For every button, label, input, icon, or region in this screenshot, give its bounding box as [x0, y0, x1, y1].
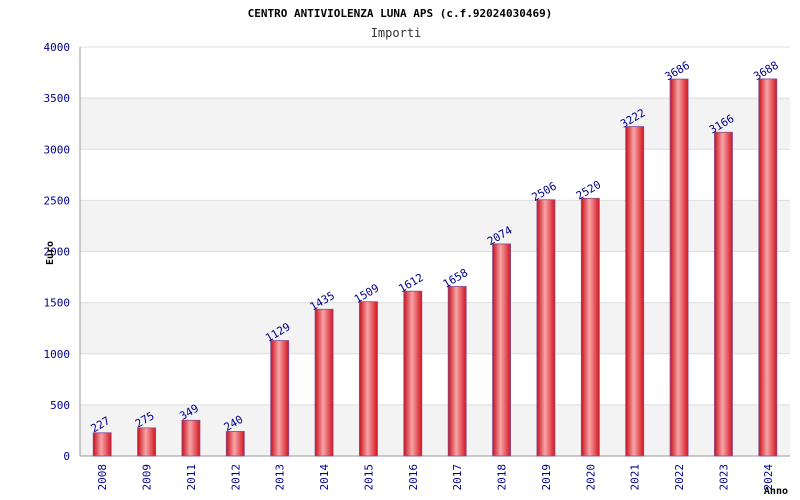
- bar: [92, 432, 112, 457]
- x-tick-label: 2009: [141, 464, 154, 491]
- x-tick-label: 2023: [717, 464, 730, 491]
- y-tick-label: 1000: [44, 348, 71, 361]
- bar: [314, 308, 334, 457]
- bars: [92, 78, 778, 457]
- x-tick-label: 2008: [96, 464, 109, 491]
- x-tick-label: 2014: [318, 464, 331, 491]
- y-tick-label: 3000: [44, 143, 71, 156]
- bar: [580, 197, 600, 457]
- y-axis-label: Euro: [45, 241, 56, 265]
- bar: [137, 427, 156, 457]
- x-axis-label: Anno: [764, 486, 788, 497]
- bar: [270, 340, 290, 457]
- chart-title: CENTRO ANTIVIOLENZA LUNA APS (c.f.920240…: [248, 7, 553, 20]
- x-tick-label: 2018: [496, 464, 509, 491]
- bar: [536, 199, 556, 457]
- x-tick-label: 2011: [185, 464, 198, 491]
- bar: [403, 290, 423, 457]
- y-tick-label: 4000: [44, 41, 71, 54]
- x-tick-label: 2024: [762, 464, 775, 491]
- x-tick-label: 2020: [584, 464, 597, 491]
- chart-subtitle: Importi: [371, 26, 422, 40]
- x-tick-label: 2012: [229, 464, 242, 491]
- y-tick-label: 0: [63, 450, 70, 463]
- x-tick-labels: 2008 2009 2011 2012 2013 2014 2015 2016 2017 2018…: [96, 464, 775, 491]
- bar: [669, 78, 689, 457]
- x-tick-label: 2022: [673, 464, 686, 491]
- bar: [359, 301, 378, 457]
- bar: [181, 419, 201, 457]
- x-tick-label: 2019: [540, 464, 553, 491]
- bar: [492, 243, 511, 457]
- y-tick-labels: 0 500 1000 1500 2000 2500 3000 3500 4000: [44, 41, 71, 463]
- x-tick-label: 2015: [362, 464, 375, 491]
- x-tick-label: 2013: [274, 464, 287, 491]
- bar: [714, 131, 733, 457]
- y-tick-label: 500: [50, 399, 70, 412]
- y-tick-label: 2000: [44, 246, 71, 259]
- x-tick-label: 2016: [407, 464, 420, 491]
- x-tick-label: 2017: [451, 464, 464, 491]
- bar: [625, 126, 645, 457]
- bar: [447, 286, 467, 457]
- y-tick-label: 2500: [44, 194, 71, 207]
- bar: [758, 78, 778, 457]
- x-tick-label: 2021: [629, 464, 642, 491]
- y-tick-label: 3500: [44, 92, 71, 105]
- y-tick-label: 1500: [44, 297, 71, 310]
- bar: [225, 431, 245, 457]
